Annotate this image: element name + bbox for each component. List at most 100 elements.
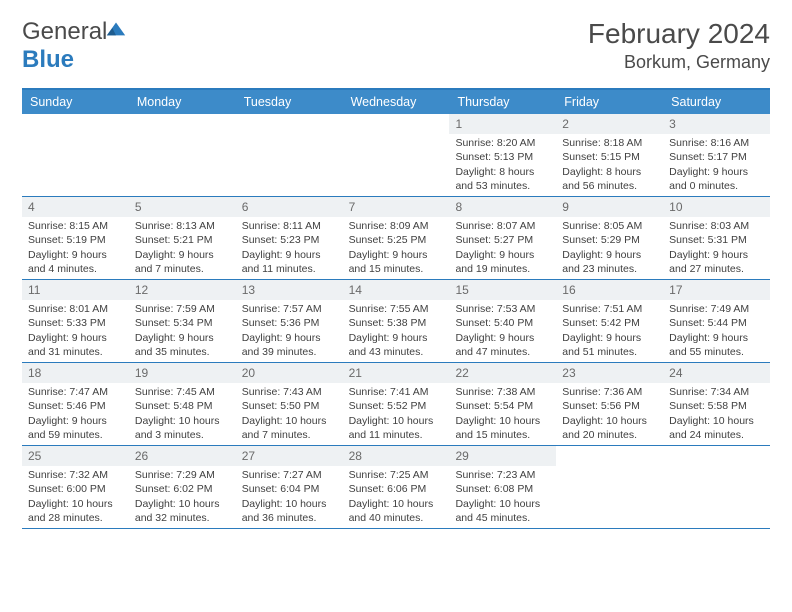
- sunset-text: Sunset: 5:33 PM: [28, 316, 125, 330]
- sunset-text: Sunset: 5:23 PM: [242, 233, 339, 247]
- sunrise-text: Sunrise: 8:13 AM: [135, 219, 232, 233]
- day-cell: 10Sunrise: 8:03 AMSunset: 5:31 PMDayligh…: [663, 197, 770, 279]
- logo-mark: [107, 18, 127, 45]
- title-block: February 2024 Borkum, Germany: [588, 18, 770, 73]
- sunrise-text: Sunrise: 7:51 AM: [562, 302, 659, 316]
- sunset-text: Sunset: 5:25 PM: [349, 233, 446, 247]
- sunrise-text: Sunrise: 7:49 AM: [669, 302, 766, 316]
- sunrise-text: Sunrise: 7:34 AM: [669, 385, 766, 399]
- day-cell: .: [663, 446, 770, 528]
- day-number: 2: [556, 114, 663, 134]
- daylight-text: Daylight: 9 hours and 15 minutes.: [349, 248, 446, 276]
- sunrise-text: Sunrise: 8:15 AM: [28, 219, 125, 233]
- daylight-text: Daylight: 8 hours and 53 minutes.: [455, 165, 552, 193]
- sunset-text: Sunset: 5:48 PM: [135, 399, 232, 413]
- sunrise-text: Sunrise: 7:36 AM: [562, 385, 659, 399]
- day-cell: 11Sunrise: 8:01 AMSunset: 5:33 PMDayligh…: [22, 280, 129, 362]
- daylight-text: Daylight: 9 hours and 35 minutes.: [135, 331, 232, 359]
- sunrise-text: Sunrise: 7:32 AM: [28, 468, 125, 482]
- daylight-text: Daylight: 10 hours and 11 minutes.: [349, 414, 446, 442]
- day-cell: .: [343, 114, 450, 196]
- logo-word1: General: [22, 18, 107, 45]
- day-number: 21: [343, 363, 450, 383]
- logo-word2: Blue: [22, 46, 74, 73]
- sunrise-text: Sunrise: 7:23 AM: [455, 468, 552, 482]
- sunset-text: Sunset: 5:46 PM: [28, 399, 125, 413]
- daylight-text: Daylight: 9 hours and 59 minutes.: [28, 414, 125, 442]
- sunset-text: Sunset: 6:06 PM: [349, 482, 446, 496]
- day-cell: 2Sunrise: 8:18 AMSunset: 5:15 PMDaylight…: [556, 114, 663, 196]
- sunrise-text: Sunrise: 7:45 AM: [135, 385, 232, 399]
- daylight-text: Daylight: 10 hours and 32 minutes.: [135, 497, 232, 525]
- sunrise-text: Sunrise: 7:47 AM: [28, 385, 125, 399]
- day-number: 17: [663, 280, 770, 300]
- daylight-text: Daylight: 9 hours and 31 minutes.: [28, 331, 125, 359]
- dow-thursday: Thursday: [449, 90, 556, 114]
- day-of-week-row: Sunday Monday Tuesday Wednesday Thursday…: [22, 90, 770, 114]
- daylight-text: Daylight: 10 hours and 15 minutes.: [455, 414, 552, 442]
- sunrise-text: Sunrise: 8:09 AM: [349, 219, 446, 233]
- sunset-text: Sunset: 5:42 PM: [562, 316, 659, 330]
- daylight-text: Daylight: 9 hours and 51 minutes.: [562, 331, 659, 359]
- day-number: 23: [556, 363, 663, 383]
- sunset-text: Sunset: 5:50 PM: [242, 399, 339, 413]
- sunrise-text: Sunrise: 8:18 AM: [562, 136, 659, 150]
- daylight-text: Daylight: 9 hours and 55 minutes.: [669, 331, 766, 359]
- day-cell: .: [556, 446, 663, 528]
- day-cell: .: [129, 114, 236, 196]
- day-cell: 19 Sunrise: 7:45 AMSunset: 5:48 PMDayligh…: [129, 363, 236, 445]
- day-cell: 20 Sunrise: 7:43 AMSunset: 5:50 PMDayligh…: [236, 363, 343, 445]
- sunrise-text: Sunrise: 8:07 AM: [455, 219, 552, 233]
- day-cell: 6Sunrise: 8:11 AMSunset: 5:23 PMDaylight…: [236, 197, 343, 279]
- day-number: 18: [22, 363, 129, 383]
- day-cell: 24Sunrise: 7:34 AMSunset: 5:58 PMDayligh…: [663, 363, 770, 445]
- day-number: 20: [236, 363, 343, 383]
- sunset-text: Sunset: 6:02 PM: [135, 482, 232, 496]
- day-cell: 22Sunrise: 7:38 AMSunset: 5:54 PMDayligh…: [449, 363, 556, 445]
- dow-saturday: Saturday: [663, 90, 770, 114]
- day-number: 24: [663, 363, 770, 383]
- sunset-text: Sunset: 5:54 PM: [455, 399, 552, 413]
- daylight-text: Daylight: 9 hours and 19 minutes.: [455, 248, 552, 276]
- day-number: 25: [22, 446, 129, 466]
- sunrise-text: Sunrise: 8:11 AM: [242, 219, 339, 233]
- daylight-text: Daylight: 9 hours and 23 minutes.: [562, 248, 659, 276]
- sunset-text: Sunset: 5:44 PM: [669, 316, 766, 330]
- day-cell: 27Sunrise: 7:27 AMSunset: 6:04 PMDayligh…: [236, 446, 343, 528]
- sunset-text: Sunset: 6:04 PM: [242, 482, 339, 496]
- dow-tuesday: Tuesday: [236, 90, 343, 114]
- daylight-text: Daylight: 10 hours and 28 minutes.: [28, 497, 125, 525]
- daylight-text: Daylight: 8 hours and 56 minutes.: [562, 165, 659, 193]
- day-cell: 15Sunrise: 7:53 AMSunset: 5:40 PMDayligh…: [449, 280, 556, 362]
- day-number: 27: [236, 446, 343, 466]
- sunrise-text: Sunrise: 7:57 AM: [242, 302, 339, 316]
- week-row: 18Sunrise: 7:47 AMSunset: 5:46 PMDayligh…: [22, 363, 770, 446]
- sunrise-text: Sunrise: 7:53 AM: [455, 302, 552, 316]
- daylight-text: Daylight: 9 hours and 27 minutes.: [669, 248, 766, 276]
- sunrise-text: Sunrise: 7:43 AM: [242, 385, 339, 399]
- sunset-text: Sunset: 5:36 PM: [242, 316, 339, 330]
- week-row: 11Sunrise: 8:01 AMSunset: 5:33 PMDayligh…: [22, 280, 770, 363]
- day-cell: 1Sunrise: 8:20 AMSunset: 5:13 PMDaylight…: [449, 114, 556, 196]
- daylight-text: Daylight: 10 hours and 7 minutes.: [242, 414, 339, 442]
- sunrise-text: Sunrise: 7:41 AM: [349, 385, 446, 399]
- daylight-text: Daylight: 10 hours and 3 minutes.: [135, 414, 232, 442]
- day-cell: 18 Sunrise: 7:47 AMSunset: 5:46 PMDayligh…: [22, 363, 129, 445]
- day-cell: 29Sunrise: 7:23 AMSunset: 6:08 PMDayligh…: [449, 446, 556, 528]
- sunset-text: Sunset: 5:19 PM: [28, 233, 125, 247]
- day-cell: 9Sunrise: 8:05 AMSunset: 5:29 PMDaylight…: [556, 197, 663, 279]
- day-number: 14: [343, 280, 450, 300]
- sunrise-text: Sunrise: 7:38 AM: [455, 385, 552, 399]
- day-cell: 26Sunrise: 7:29 AMSunset: 6:02 PMDayligh…: [129, 446, 236, 528]
- day-number: 6: [236, 197, 343, 217]
- calendar: Sunday Monday Tuesday Wednesday Thursday…: [22, 88, 770, 529]
- day-number: 1: [449, 114, 556, 134]
- day-number: 4: [22, 197, 129, 217]
- day-cell: 28Sunrise: 7:25 AMSunset: 6:06 PMDayligh…: [343, 446, 450, 528]
- day-number: 10: [663, 197, 770, 217]
- sunrise-text: Sunrise: 7:25 AM: [349, 468, 446, 482]
- weeks-container: ....1Sunrise: 8:20 AMSunset: 5:13 PMDayl…: [22, 114, 770, 529]
- sunset-text: Sunset: 5:58 PM: [669, 399, 766, 413]
- sunset-text: Sunset: 5:56 PM: [562, 399, 659, 413]
- day-number: 19: [129, 363, 236, 383]
